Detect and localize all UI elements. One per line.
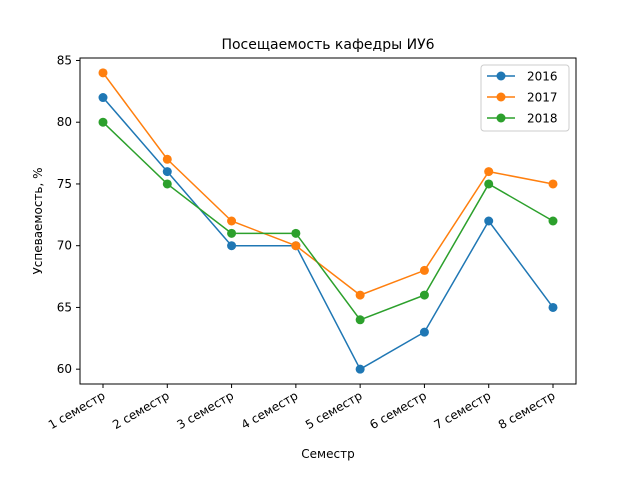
data-point-2018: [484, 179, 494, 189]
y-tick-label: 65: [57, 300, 72, 314]
data-point-2017: [162, 154, 172, 164]
data-point-2016: [162, 167, 172, 177]
legend-marker-2018: [496, 113, 506, 123]
legend-label-2016: 2016: [527, 70, 558, 84]
data-point-2016: [548, 302, 558, 312]
y-axis-title: Успеваемость, %: [31, 167, 45, 274]
x-axis-title: Семестр: [301, 447, 354, 461]
data-point-2018: [355, 315, 365, 325]
series-line-2018: [102, 121, 554, 321]
data-point-2016: [355, 364, 365, 374]
data-point-2017: [419, 265, 429, 275]
data-point-2016: [98, 93, 108, 103]
x-tick-label: 8 семестр: [496, 388, 558, 432]
y-tick-label: 60: [57, 362, 72, 376]
data-point-2018: [162, 179, 172, 189]
plot-frame: [79, 57, 577, 385]
data-point-2017: [355, 290, 365, 300]
x-tick-label: 2 семестр: [110, 388, 172, 432]
series-line-2016: [102, 97, 554, 371]
data-point-2016: [484, 216, 494, 226]
series-line-2017: [102, 72, 554, 296]
x-tick-label: 5 семестр: [303, 388, 365, 432]
data-point-2016: [227, 241, 237, 251]
y-tick-label: 75: [57, 177, 72, 191]
data-point-2017: [484, 167, 494, 177]
data-point-2018: [291, 228, 301, 238]
legend-marker-2016: [496, 71, 506, 81]
data-point-2017: [548, 179, 558, 189]
legend-marker-2017: [496, 92, 506, 102]
x-tick-label: 7 семестр: [432, 388, 494, 432]
legend-label-2017: 2017: [527, 91, 558, 105]
y-tick-label: 80: [57, 115, 72, 129]
data-point-2017: [227, 216, 237, 226]
data-point-2018: [419, 290, 429, 300]
data-point-2017: [291, 241, 301, 251]
y-tick-label: 85: [57, 53, 72, 67]
chart-title: Посещаемость кафедры ИУ6: [221, 37, 434, 53]
data-point-2018: [548, 216, 558, 226]
x-tick-label: 1 семестр: [46, 388, 108, 432]
x-tick-label: 6 семестр: [367, 388, 429, 432]
legend: 2016 2017 2018: [480, 64, 570, 132]
data-point-2018: [227, 228, 237, 238]
x-tick-label: 4 семестр: [239, 388, 301, 432]
data-point-2018: [98, 117, 108, 127]
y-tick-label: 70: [57, 239, 72, 253]
legend-label-2018: 2018: [527, 112, 558, 126]
data-point-2016: [419, 327, 429, 337]
x-tick-label: 3 семестр: [174, 388, 236, 432]
data-point-2017: [98, 68, 108, 78]
